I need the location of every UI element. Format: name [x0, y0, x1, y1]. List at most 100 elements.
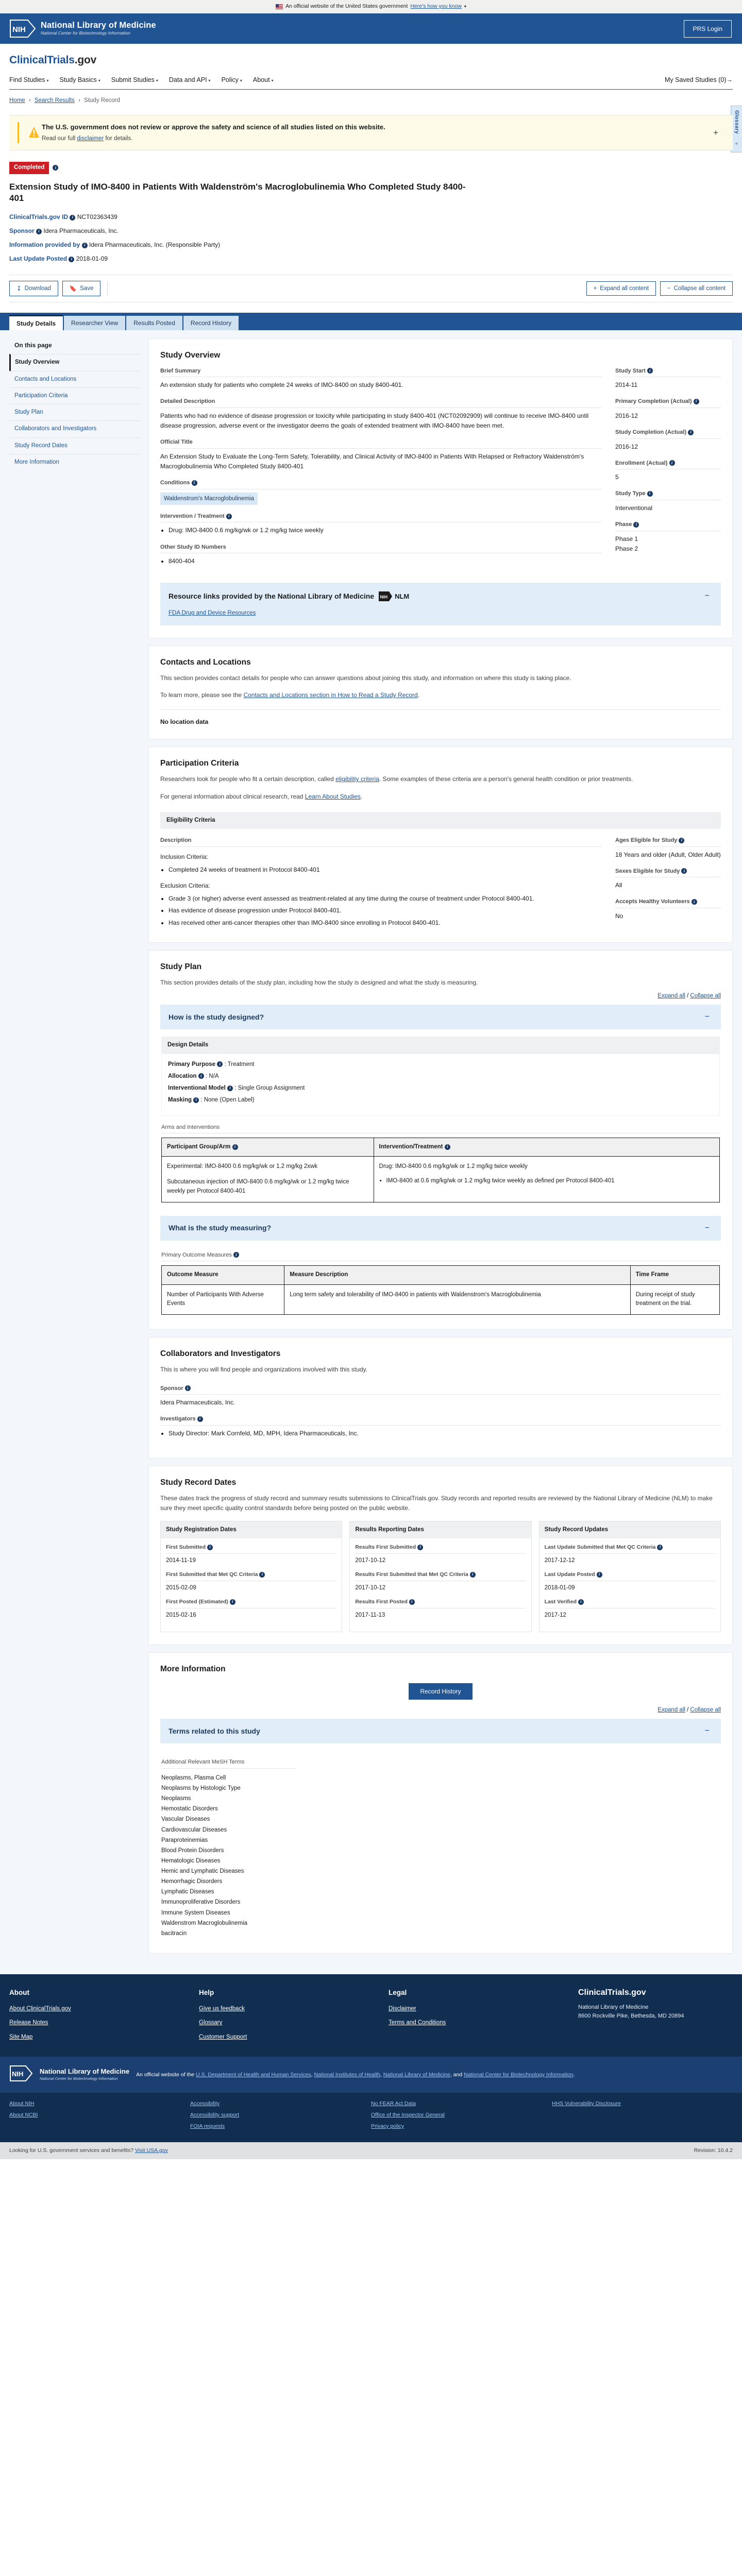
nlm-box-header[interactable]: Resource links provided by the National … [160, 583, 721, 607]
info-icon[interactable]: i [469, 1571, 476, 1578]
footer-link-privacy-policy[interactable]: Privacy policy [371, 2123, 404, 2129]
alert-expand-icon[interactable]: + [713, 127, 718, 138]
info-icon[interactable]: i [688, 429, 694, 435]
footer-link-accessibility-support[interactable]: Accessibility support [190, 2112, 240, 2119]
info-icon[interactable]: i [217, 1061, 223, 1067]
info-icon[interactable]: i [693, 398, 699, 404]
footer-link-give-us-feedback[interactable]: Give us feedback [199, 2006, 245, 2012]
tab-results-posted[interactable]: Results Posted [126, 316, 182, 331]
nav-item-study-basics[interactable]: Study Basics ▾ [59, 76, 100, 83]
info-icon[interactable]: i [596, 1571, 602, 1578]
footer-link-no-fear-act[interactable]: No FEAR Act Data [371, 2100, 416, 2107]
info-icon[interactable]: i [679, 837, 685, 843]
info-icon[interactable]: i [259, 1571, 265, 1578]
download-button[interactable]: ↧ Download [9, 281, 58, 297]
footer-link-inspector-general[interactable]: Office of the Inspector General [371, 2112, 445, 2119]
disclaimer-link[interactable]: disclaimer [77, 135, 104, 142]
expand-all-content-button[interactable]: + Expand all content [586, 281, 656, 296]
footer-link-nih[interactable]: National Institutes of Health [314, 2071, 380, 2078]
accordion-what-is-study-measuring[interactable]: What is the study measuring? − [160, 1215, 721, 1241]
sidebar-item-study-record-dates[interactable]: Study Record Dates [9, 437, 140, 454]
study-plan-collapse-all-link[interactable]: Collapse all [690, 993, 721, 999]
tab-record-history[interactable]: Record History [183, 316, 239, 331]
eligibility-criteria-link[interactable]: eligibility criteria [335, 775, 379, 783]
more-info-collapse-all-link[interactable]: Collapse all [690, 1707, 721, 1714]
info-icon[interactable]: i [227, 1085, 233, 1091]
info-icon[interactable]: i [184, 1385, 191, 1392]
collapse-icon[interactable]: − [704, 1012, 710, 1022]
nav-item-about[interactable]: About ▾ [252, 76, 274, 83]
breadcrumb-search-results[interactable]: Search Results [34, 97, 75, 104]
info-icon[interactable]: i [36, 228, 42, 234]
nav-item-data-and-api[interactable]: Data and API ▾ [168, 76, 211, 83]
sidebar-item-participation-criteria[interactable]: Participation Criteria [9, 387, 140, 404]
tab-researcher-view[interactable]: Researcher View [64, 316, 126, 331]
info-icon[interactable]: i [691, 899, 697, 905]
info-icon[interactable]: i [53, 165, 59, 171]
more-info-expand-all-link[interactable]: Expand all [657, 1707, 685, 1714]
nav-item-policy[interactable]: Policy ▾ [221, 76, 242, 83]
condition-chip[interactable]: Waldenstrom's Macroglobulinemia [160, 492, 258, 505]
info-icon[interactable]: i [681, 868, 687, 874]
record-history-button[interactable]: Record History [409, 1683, 473, 1700]
info-icon[interactable]: i [232, 1144, 238, 1150]
site-logo[interactable]: ClinicalTrials.gov [9, 52, 733, 69]
fda-drug-device-resources-link[interactable]: FDA Drug and Device Resources [168, 610, 256, 617]
footer-link-nlm[interactable]: National Library of Medicine [383, 2071, 450, 2078]
nav-item-find-studies[interactable]: Find Studies ▾ [9, 76, 49, 83]
info-icon[interactable]: i [578, 1599, 584, 1605]
usa-gov-link[interactable]: Visit USA.gov [134, 2147, 168, 2154]
info-icon[interactable]: i [669, 460, 675, 466]
footer-link-disclaimer[interactable]: Disclaimer [389, 2006, 416, 2012]
collapse-all-content-button[interactable]: − Collapse all content [660, 281, 733, 296]
accordion-how-is-study-designed[interactable]: How is the study designed? − [160, 1005, 721, 1030]
footer-link-about-nih[interactable]: About NIH [9, 2100, 35, 2107]
info-icon[interactable]: i [444, 1144, 450, 1150]
footer-link-vulnerability-disclosure[interactable]: HHS Vulnerability Disclosure [552, 2100, 621, 2107]
tab-study-details[interactable]: Study Details [9, 315, 63, 331]
footer-link-about-ncbi[interactable]: About NCBI [9, 2112, 38, 2119]
footer-link-accessibility[interactable]: Accessibility [190, 2100, 220, 2107]
sidebar-item-study-plan[interactable]: Study Plan [9, 404, 140, 420]
info-icon[interactable]: i [633, 521, 639, 528]
sidebar-item-collaborators-and-investigators[interactable]: Collaborators and Investigators [9, 420, 140, 437]
breadcrumb-home[interactable]: Home [9, 97, 25, 104]
save-button[interactable]: 🔖 Save [62, 281, 101, 297]
info-icon[interactable]: i [197, 1416, 203, 1422]
info-icon[interactable]: i [647, 368, 653, 374]
nih-logo[interactable]: NIH National Library of Medicine Nationa… [9, 19, 156, 38]
info-icon[interactable]: i [417, 1544, 424, 1550]
collapse-icon[interactable]: − [704, 1726, 710, 1736]
footer-link-customer-support[interactable]: Customer Support [199, 2033, 247, 2040]
info-icon[interactable]: i [229, 1599, 235, 1605]
footer-link-glossary[interactable]: Glossary [199, 2020, 223, 2026]
nav-item-submit-studies[interactable]: Submit Studies ▾ [111, 76, 158, 83]
footer-link-hhs[interactable]: U.S. Department of Health and Human Serv… [196, 2071, 311, 2078]
footer-link-ncbi[interactable]: National Center for Biotechnology Inform… [464, 2071, 574, 2078]
info-icon[interactable]: i [409, 1599, 415, 1605]
learn-about-studies-link[interactable]: Learn About Studies [305, 792, 361, 800]
info-icon[interactable]: i [647, 490, 653, 497]
collapse-icon[interactable]: − [704, 591, 710, 601]
footer-link-site-map[interactable]: Site Map [9, 2033, 33, 2040]
info-icon[interactable]: i [198, 1073, 204, 1079]
study-plan-expand-all-link[interactable]: Expand all [657, 993, 685, 999]
sidebar-item-study-overview[interactable]: Study Overview [9, 354, 140, 371]
footer-link-about-clinicaltrials[interactable]: About ClinicalTrials.gov [9, 2006, 71, 2012]
info-icon[interactable]: i [69, 256, 75, 262]
info-icon[interactable]: i [193, 1097, 199, 1103]
footer-link-release-notes[interactable]: Release Notes [9, 2020, 48, 2026]
footer-link-terms-and-conditions[interactable]: Terms and Conditions [389, 2020, 446, 2026]
accordion-terms-related-to-study[interactable]: Terms related to this study − [160, 1719, 721, 1744]
how-to-read-study-record-link[interactable]: Contacts and Locations section in How to… [243, 691, 418, 699]
footer-link-foia-requests[interactable]: FOIA requests [190, 2123, 225, 2129]
info-icon[interactable]: i [81, 242, 88, 248]
prs-login-button[interactable]: PRS Login [683, 20, 732, 38]
info-icon[interactable]: i [70, 214, 76, 221]
info-icon[interactable]: i [226, 513, 232, 519]
info-icon[interactable]: i [657, 1544, 663, 1550]
sidebar-item-more-information[interactable]: More Information [9, 453, 140, 470]
info-icon[interactable]: i [191, 480, 197, 486]
collapse-icon[interactable]: − [704, 1223, 710, 1232]
my-saved-studies-link[interactable]: My Saved Studies (0)→ [665, 76, 733, 83]
